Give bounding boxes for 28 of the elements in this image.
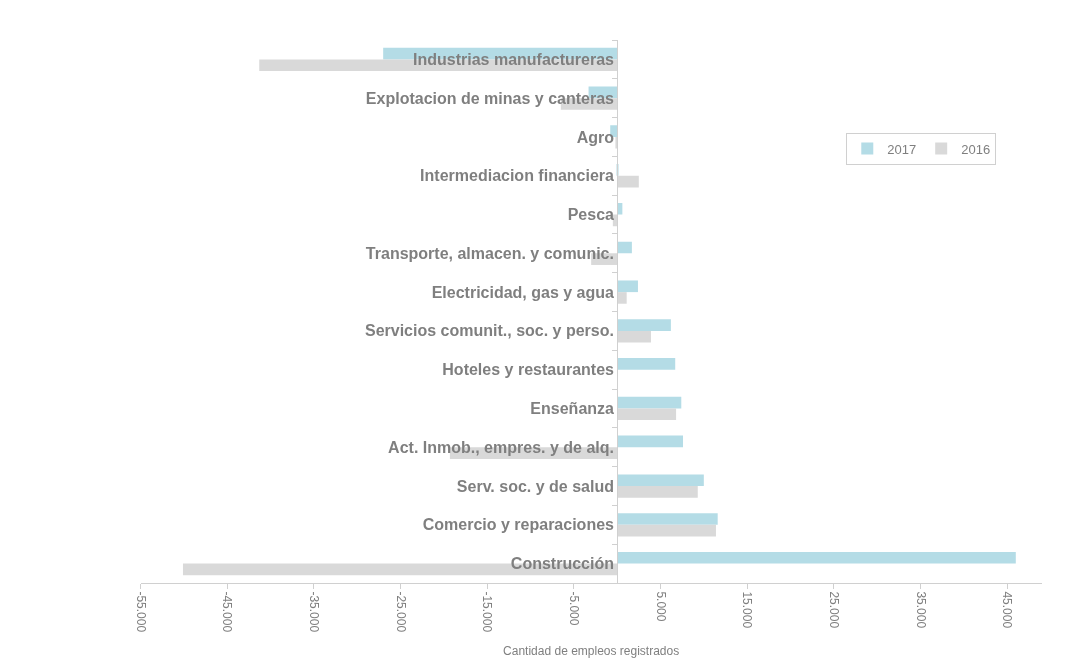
x-tick-label: 15.000	[740, 591, 755, 629]
y-tick-label: Agro	[576, 128, 615, 146]
x-axis-title: Cantidad de empleos registrados	[503, 644, 680, 659]
x-tick-label: 5.000	[653, 591, 668, 622]
y-tick-label: Pesca	[567, 206, 615, 224]
y-tick-label: Comercio y reparaciones	[422, 516, 615, 534]
x-tick-label: -5.000	[566, 591, 581, 626]
y-tick-label: Transporte, almacen. y comunic.	[365, 244, 614, 262]
y-tick-label: Intermediacion financiera	[420, 167, 615, 185]
y-tick-label: Serv. soc. y de salud	[456, 477, 614, 495]
x-tick-label: 25.000	[826, 591, 841, 629]
y-tick-label: Act. Inmob., empres. y de alq.	[388, 438, 614, 456]
x-tick-label: -55.000	[133, 591, 148, 633]
y-tick-label: Industrias manufactureras	[413, 50, 615, 68]
x-tick-label: 35.000	[913, 591, 928, 629]
y-tick-label: Construcción	[510, 555, 614, 573]
y-tick-label: Enseñanza	[530, 400, 615, 418]
x-tick-label: -45.000	[220, 591, 235, 633]
y-tick-label: Explotacion de minas y canteras	[365, 89, 615, 107]
legend-label: 2017	[887, 141, 917, 157]
x-tick-label: -15.000	[480, 591, 495, 633]
y-tick-label: Electricidad, gas y agua	[431, 283, 615, 301]
x-tick-label: 45.000	[1000, 591, 1015, 629]
x-tick-label: -25.000	[393, 591, 408, 633]
x-tick-label: -35.000	[306, 591, 321, 633]
y-tick-label: Servicios comunit., soc. y perso.	[364, 322, 614, 340]
legend-label: 2016	[961, 141, 991, 157]
y-tick-label: Hoteles y restaurantes	[442, 361, 615, 379]
